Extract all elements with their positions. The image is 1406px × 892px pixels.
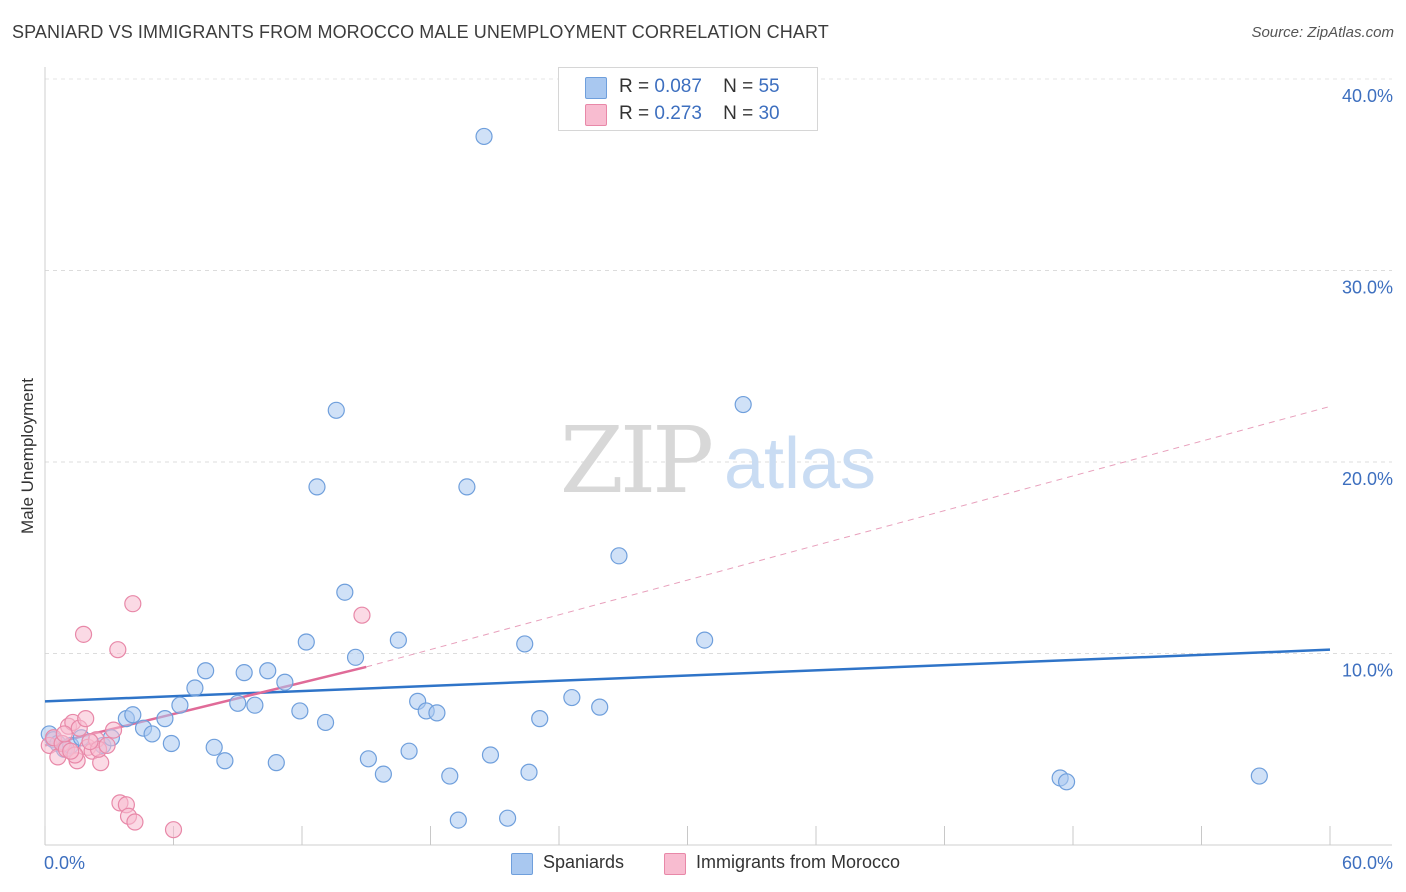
point-morocco-14 (74, 625, 93, 643)
point-spaniards-17 (205, 738, 223, 756)
bottom-legend-swatch-morocco (664, 853, 686, 875)
point-spaniards-31 (346, 648, 365, 666)
point-spaniards-15 (186, 679, 204, 697)
point-morocco-17 (104, 721, 123, 739)
watermark-zip: ZIP (560, 407, 711, 514)
point-spaniards-52 (734, 395, 752, 414)
point-spaniards-21 (246, 696, 264, 714)
grid-lines (45, 78, 1392, 654)
legend-n-label: N = (723, 76, 754, 97)
trend-extension-morocco (366, 405, 1331, 668)
legend-swatch-spaniards (585, 77, 607, 99)
legend-swatch-morocco (585, 104, 607, 126)
point-spaniards-25 (291, 702, 309, 720)
point-morocco-24 (164, 821, 183, 839)
tick-labels: 10.0% 20.0% 30.0% 40.0% 0.0% 60.0% (44, 86, 1393, 873)
point-spaniards-43 (481, 746, 500, 764)
bottom-legend-swatch-spaniards (511, 853, 533, 875)
point-morocco-29 (353, 606, 371, 624)
legend-n-value-spaniards: 55 (758, 76, 780, 97)
point-spaniards-14 (171, 696, 189, 714)
point-spaniards-20 (235, 664, 253, 682)
point-spaniards-54 (1057, 773, 1076, 791)
point-spaniards-34 (389, 631, 407, 649)
point-spaniards-46 (520, 763, 538, 781)
point-spaniards-35 (400, 742, 418, 760)
point-spaniards-42 (475, 127, 493, 146)
point-spaniards-41 (458, 478, 476, 496)
point-spaniards-55 (1250, 767, 1268, 785)
data-points (40, 127, 1268, 839)
point-spaniards-28 (316, 713, 335, 732)
point-spaniards-29 (327, 401, 345, 419)
bottom-legend-label-morocco: Immigrants from Morocco (696, 852, 901, 872)
legend-r-label: R = (619, 76, 650, 97)
legend-r-label: R = (619, 103, 650, 124)
axes (44, 67, 1392, 846)
point-spaniards-51 (696, 631, 714, 649)
point-spaniards-26 (297, 633, 315, 651)
point-morocco-23 (126, 813, 144, 831)
point-spaniards-27 (308, 478, 326, 496)
y-axis-label: Male Unemployment (18, 378, 37, 534)
point-spaniards-18 (216, 752, 234, 770)
point-morocco-27 (81, 732, 99, 751)
point-spaniards-48 (563, 688, 581, 707)
point-morocco-22 (124, 595, 142, 613)
point-spaniards-47 (531, 710, 549, 728)
point-morocco-9 (77, 710, 95, 728)
watermark-atlas: atlas (724, 424, 876, 504)
point-spaniards-19 (229, 694, 247, 712)
legend-text-morocco: R = 0.273 N = 30 (619, 103, 780, 125)
point-spaniards-49 (591, 698, 609, 716)
legend-n-value-morocco: 30 (758, 103, 780, 124)
point-morocco-18 (109, 641, 127, 659)
legend-text-spaniards: R = 0.087 N = 55 (619, 76, 780, 98)
bottom-legend-label-spaniards: Spaniards (543, 852, 625, 872)
point-spaniards-33 (374, 765, 392, 783)
x-tick-label-min: 0.0% (44, 853, 85, 873)
legend-r-value-morocco: 0.273 (654, 103, 702, 124)
y-tick-label-0: 10.0% (1342, 661, 1393, 681)
point-spaniards-45 (516, 635, 534, 653)
point-spaniards-12 (156, 710, 174, 728)
legend-n-label: N = (723, 103, 754, 124)
point-spaniards-30 (336, 583, 354, 601)
point-spaniards-39 (441, 767, 459, 785)
point-spaniards-40 (449, 811, 467, 829)
source-label: Source: ZipAtlas.com (1251, 24, 1394, 41)
point-spaniards-22 (259, 662, 277, 680)
correlation-legend: R = 0.087 N = 55 R = 0.273 N = 30 (558, 67, 818, 131)
point-morocco-28 (62, 742, 80, 760)
point-spaniards-44 (499, 809, 517, 827)
point-spaniards-38 (428, 704, 446, 722)
point-spaniards-9 (124, 706, 142, 724)
legend-r-value-spaniards: 0.087 (654, 76, 702, 97)
x-tick-label-max: 60.0% (1342, 853, 1393, 873)
point-spaniards-11 (143, 725, 161, 743)
point-spaniards-24 (276, 673, 294, 691)
point-morocco-16 (98, 736, 116, 755)
point-spaniards-32 (359, 750, 377, 768)
point-spaniards-50 (610, 547, 628, 565)
watermark: ZIP atlas (560, 407, 876, 514)
point-spaniards-23 (267, 754, 285, 772)
y-tick-label-2: 30.0% (1342, 278, 1393, 298)
y-tick-label-3: 40.0% (1342, 86, 1393, 106)
point-spaniards-13 (162, 734, 180, 753)
chart-title: SPANIARD VS IMMIGRANTS FROM MOROCCO MALE… (12, 22, 829, 42)
point-morocco-26 (55, 725, 73, 743)
point-spaniards-16 (197, 662, 215, 680)
y-tick-label-1: 20.0% (1342, 469, 1393, 489)
